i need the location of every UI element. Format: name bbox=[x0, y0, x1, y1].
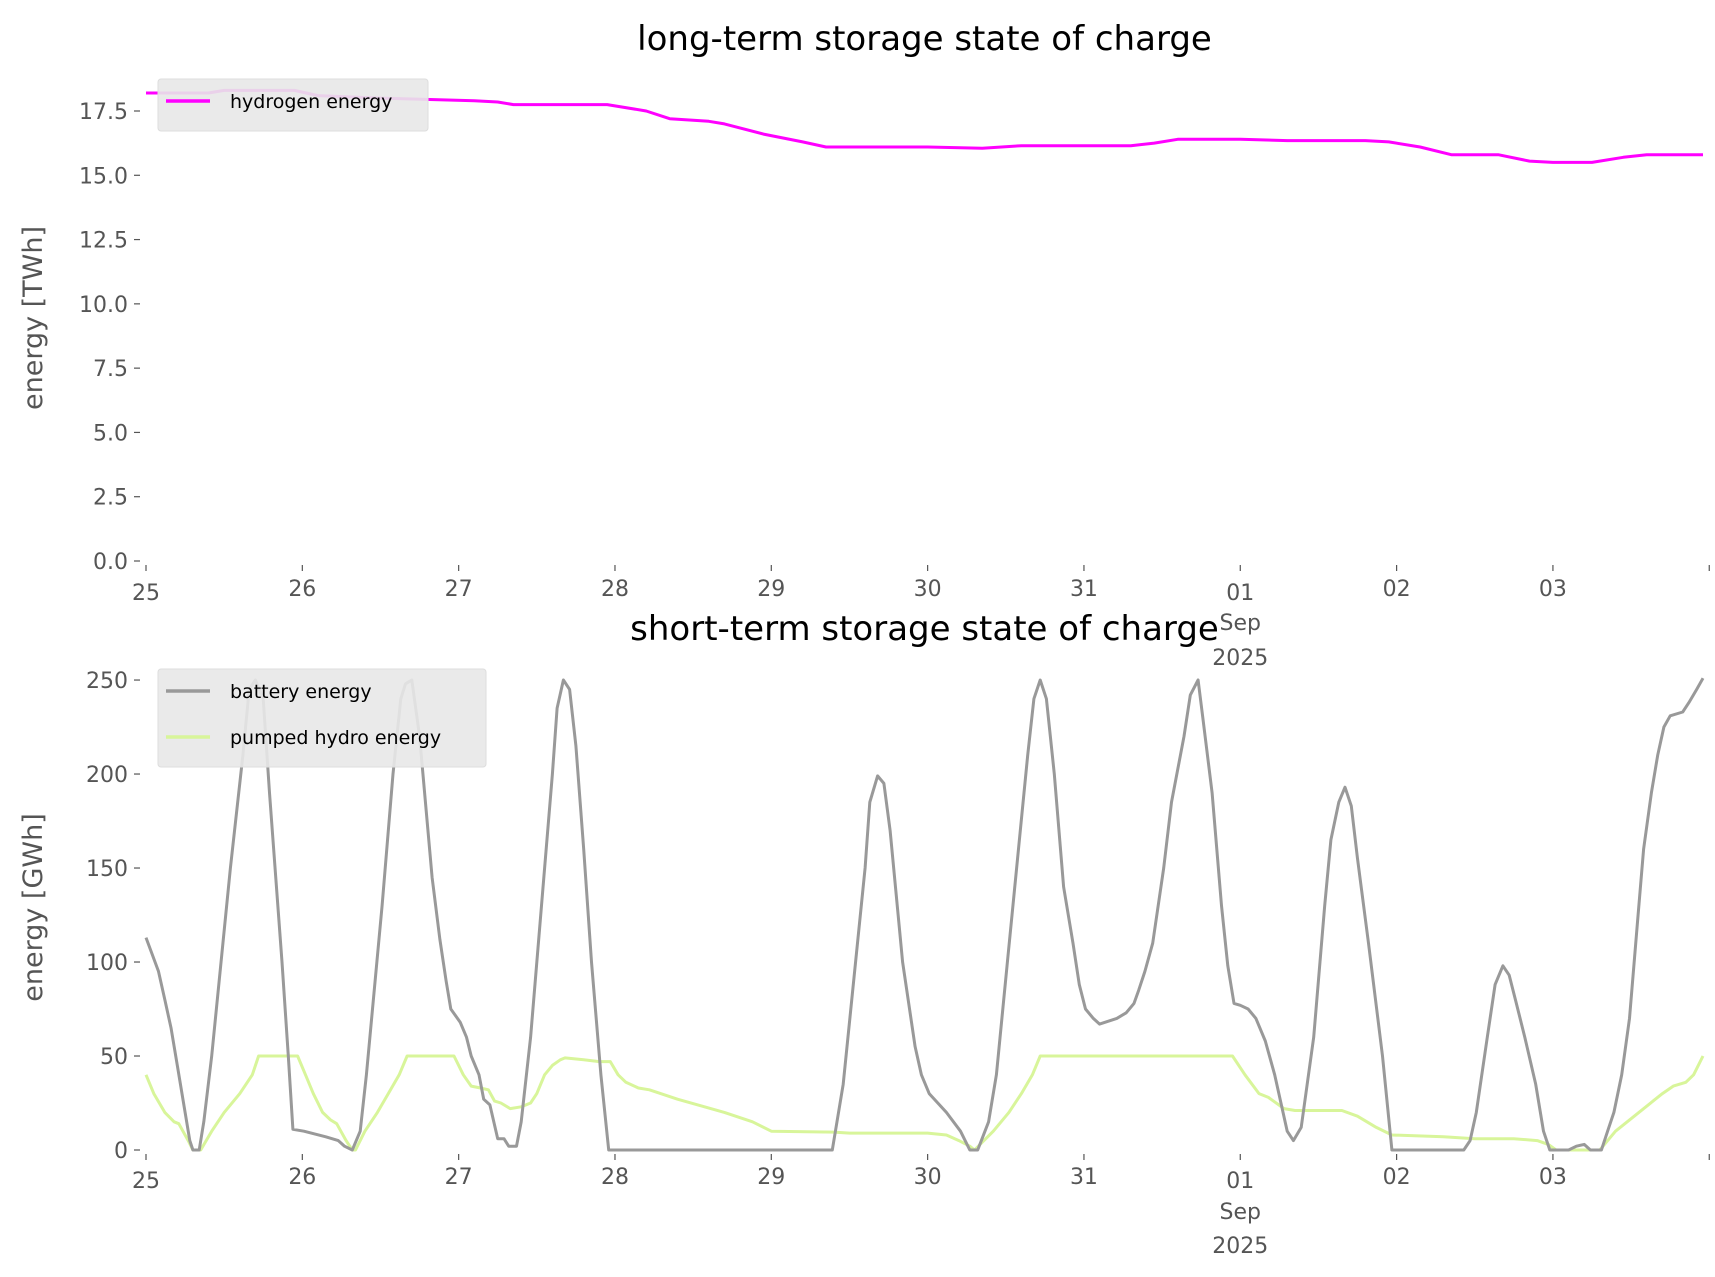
x-tick-label: 26 bbox=[288, 577, 316, 602]
x-tick-label: 31 bbox=[1070, 577, 1098, 602]
y-tick-label: 5.0 bbox=[93, 421, 128, 446]
chart-panel-1: long-term storage state of charge energy … bbox=[18, 19, 1710, 671]
chart-title: short-term storage state of charge bbox=[630, 609, 1219, 649]
y-tick-label: 7.5 bbox=[93, 357, 128, 382]
x-tick-year: 2025 bbox=[1212, 646, 1268, 671]
x-tick-label: 25 bbox=[132, 1169, 160, 1194]
y-tick-label: 17.5 bbox=[79, 100, 128, 125]
y-tick-label: 200 bbox=[86, 763, 128, 788]
series-line-hydrogen-energy bbox=[146, 88, 1703, 164]
legend-label: pumped hydro energy bbox=[230, 727, 441, 749]
y-tick-label: 12.5 bbox=[79, 229, 128, 254]
y-tick-label: 0.0 bbox=[93, 550, 128, 575]
y-tick-label: 250 bbox=[86, 669, 128, 694]
series-line-pumped-hydro-energy bbox=[144, 1054, 1705, 1152]
x-tick-month: Sep bbox=[1220, 611, 1261, 636]
x-tick-month: Sep bbox=[1220, 1200, 1261, 1225]
x-tick-label: 02 bbox=[1383, 1165, 1411, 1190]
legend-box bbox=[157, 668, 487, 768]
x-tick-label: 31 bbox=[1070, 1165, 1098, 1190]
y-tick-label: 10.0 bbox=[79, 293, 128, 318]
y-tick-label: 0 bbox=[114, 1139, 128, 1164]
legend-box bbox=[157, 78, 429, 132]
x-tick-label: 29 bbox=[757, 577, 785, 602]
x-tick-label: 01 bbox=[1226, 581, 1254, 606]
chart-title: long-term storage state of charge bbox=[637, 19, 1212, 59]
x-tick-label: 03 bbox=[1539, 1165, 1567, 1190]
x-tick-label: 29 bbox=[757, 1165, 785, 1190]
x-tick-label: 26 bbox=[288, 1165, 316, 1190]
y-axis-label: energy [TWh] bbox=[18, 226, 49, 410]
x-tick-label: 03 bbox=[1539, 577, 1567, 602]
x-tick-label: 01 bbox=[1226, 1169, 1254, 1194]
legend: battery energy pumped hydro energy bbox=[157, 668, 487, 768]
y-tick-label: 50 bbox=[100, 1045, 128, 1070]
y-tick-label: 100 bbox=[86, 951, 128, 976]
y-tick-label: 150 bbox=[86, 857, 128, 882]
legend-label: hydrogen energy bbox=[230, 91, 392, 113]
x-tick-year: 2025 bbox=[1212, 1234, 1268, 1259]
y-axis-label: energy [GWh] bbox=[18, 813, 49, 1001]
x-tick-label: 30 bbox=[914, 577, 942, 602]
y-tick-label: 15.0 bbox=[79, 164, 128, 189]
chart-panel-2: short-term storage state of charge energy… bbox=[18, 609, 1710, 1259]
x-tick-label: 27 bbox=[445, 1165, 473, 1190]
x-tick-label: 28 bbox=[601, 1165, 629, 1190]
legend-label: battery energy bbox=[230, 681, 372, 703]
x-tick-label: 02 bbox=[1383, 577, 1411, 602]
x-tick-label: 27 bbox=[445, 577, 473, 602]
series-line-battery-energy bbox=[144, 677, 1705, 1152]
legend: hydrogen energy bbox=[157, 78, 429, 132]
y-tick-label: 2.5 bbox=[93, 486, 128, 511]
x-tick-label: 28 bbox=[601, 577, 629, 602]
x-tick-label: 30 bbox=[914, 1165, 942, 1190]
x-tick-label: 25 bbox=[132, 581, 160, 606]
